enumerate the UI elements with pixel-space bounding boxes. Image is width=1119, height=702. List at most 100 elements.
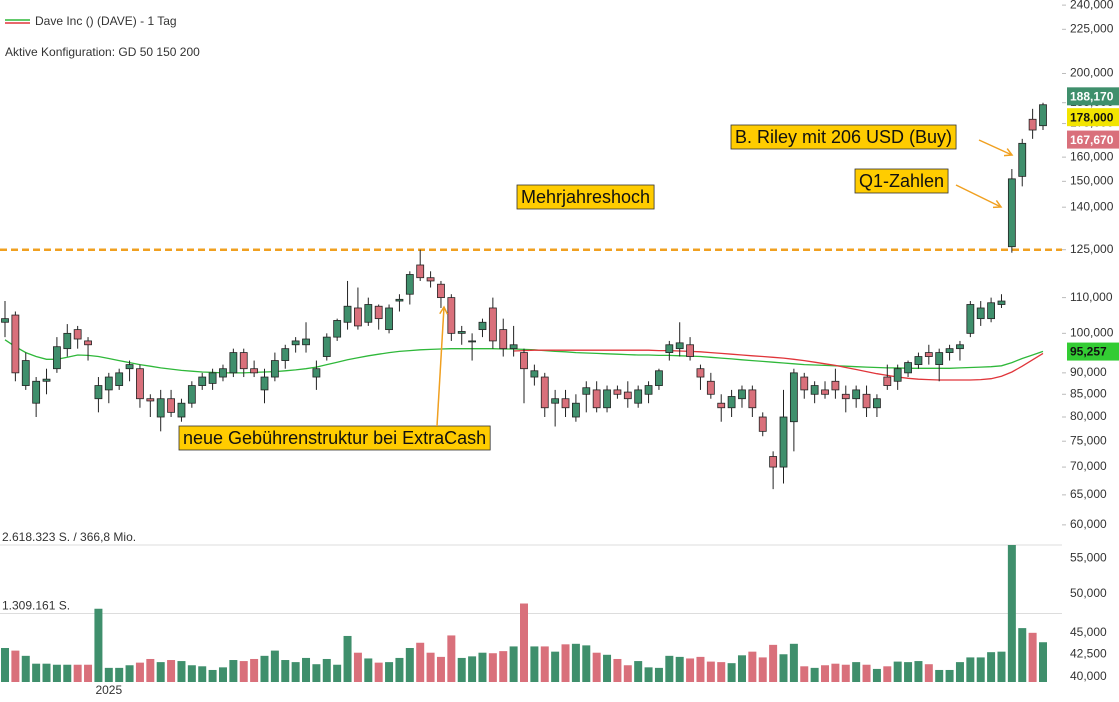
candle-body [219, 368, 227, 378]
y-tick-label: 200,000 [1070, 66, 1114, 80]
candle-body [42, 378, 51, 382]
volume-bar [727, 663, 736, 682]
volume-bar [416, 642, 425, 682]
candle-body [488, 307, 497, 342]
annotation-box [854, 168, 949, 194]
volume-bar [104, 667, 113, 682]
y3-tick-label: 45,000 [1070, 625, 1107, 639]
volume-bar [520, 603, 528, 682]
candle-body [592, 389, 601, 409]
candle-body [665, 344, 674, 353]
volume-bar [1028, 632, 1037, 682]
volume-bar [312, 664, 321, 682]
volume-bar [966, 657, 975, 682]
candle-body [416, 264, 425, 279]
volume-bar [706, 661, 715, 682]
annotation: Q1-Zahlen [859, 171, 944, 191]
annotation-arrow [978, 139, 1013, 156]
annotation: neue Gebührenstruktur bei ExtraCash [183, 428, 486, 448]
candle-body [1, 318, 9, 323]
candle-body [758, 416, 767, 432]
candle-body [862, 393, 871, 409]
volume-bar [250, 658, 259, 682]
volume-bar [883, 666, 892, 682]
candle-body [499, 329, 508, 350]
volume-bar [426, 652, 435, 682]
volume-bar [405, 647, 414, 682]
volume-bar [63, 664, 72, 682]
candle-body [125, 364, 134, 370]
annotation-arrowhead [439, 305, 449, 315]
volume-bar [935, 669, 944, 682]
volume-bar [73, 664, 82, 682]
y-tick-label: 140,000 [1070, 199, 1114, 213]
candle-body [63, 332, 72, 350]
candle-body [1007, 178, 1016, 248]
candle-body [468, 340, 477, 343]
volume-bar [810, 667, 819, 682]
volume-bar [945, 669, 954, 682]
volume-bar [343, 635, 352, 682]
volume-bar [135, 662, 144, 682]
x-tick-label: 2025 [95, 683, 122, 697]
candle-body [187, 385, 196, 404]
volume-bar [436, 656, 445, 682]
candle-body [385, 307, 393, 331]
candle-body [21, 360, 30, 386]
volume-bar [696, 656, 705, 682]
volume-bar [84, 664, 93, 682]
candle-body [966, 304, 975, 334]
candle-body [893, 368, 902, 382]
candle-body [405, 274, 414, 295]
candle-body [364, 304, 373, 323]
volume-bar [125, 665, 134, 682]
volume-bar [654, 667, 663, 682]
volume-bar [862, 664, 871, 682]
volume-bar [270, 650, 279, 682]
candle-body [208, 372, 217, 384]
volume-bar [634, 661, 643, 682]
volume-bar [478, 652, 487, 682]
y-tick-label: 75,000 [1070, 433, 1107, 447]
y-tick-label: 65,000 [1070, 487, 1107, 501]
volume-bar [167, 660, 176, 682]
candle-body [634, 389, 643, 404]
annotation-box [730, 124, 957, 150]
volume-bar [821, 665, 830, 682]
candle-body [136, 368, 144, 400]
candle-body [551, 398, 560, 404]
volume-bar [955, 662, 964, 682]
candle-body [769, 456, 778, 468]
volume-bar [769, 644, 778, 682]
candle-body [935, 352, 944, 366]
candle-body [623, 391, 632, 400]
candle-body [655, 370, 663, 386]
volume-bar [447, 635, 456, 682]
candle-body [447, 297, 456, 334]
volume-bar [187, 665, 196, 682]
candle-body [841, 393, 850, 400]
volume-bar [260, 655, 269, 682]
volume-bar [675, 656, 684, 682]
candle-body [748, 389, 757, 409]
candle-body [675, 342, 684, 350]
volume-bar [571, 643, 580, 682]
volume-bar [52, 664, 61, 682]
candle-body [354, 307, 362, 327]
volume-bar [291, 662, 300, 682]
volume-bar [218, 667, 227, 682]
volume-bar [561, 644, 570, 682]
volume-bar [987, 652, 996, 682]
candle-body [945, 348, 954, 353]
volume-bar [94, 608, 103, 682]
price-marker [1067, 108, 1119, 127]
price-marker [1067, 342, 1119, 361]
candle-body [613, 389, 622, 395]
volume-bar [779, 654, 788, 682]
candle-body [395, 298, 404, 302]
candle-body [717, 402, 726, 409]
candle-body [302, 338, 310, 346]
volume-bar [623, 665, 632, 682]
volume-bar [737, 655, 746, 682]
volume-bar [177, 661, 186, 682]
